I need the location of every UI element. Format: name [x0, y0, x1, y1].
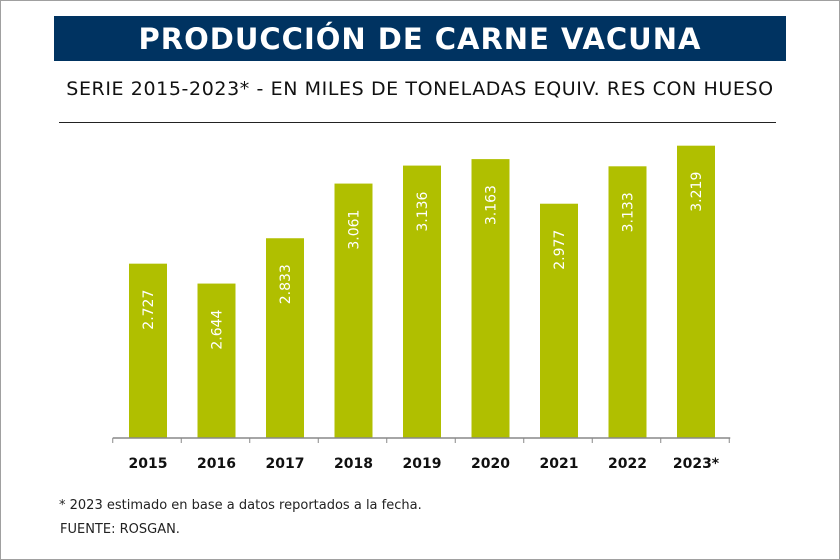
x-tick-label: 2019	[403, 456, 442, 472]
data-label: 3.219	[689, 172, 705, 212]
data-label: 3.163	[484, 185, 500, 225]
bar-2023*	[677, 145, 715, 438]
data-label: 2.977	[552, 230, 568, 270]
x-tick-label: 2015	[129, 456, 168, 472]
x-tick-label: 2022	[608, 456, 647, 472]
bar-2018	[334, 183, 373, 438]
source-note: FUENTE: ROSGAN.	[60, 522, 180, 537]
x-tick-label: 2016	[197, 456, 236, 472]
chart-subtitle: SERIE 2015-2023* - EN MILES DE TONELADAS…	[66, 78, 774, 100]
bar-2016	[197, 283, 236, 438]
data-label: 3.133	[621, 192, 637, 232]
bar-2022	[608, 166, 647, 439]
x-tick-label: 2018	[334, 456, 373, 472]
footnote: * 2023 estimado en base a datos reportad…	[59, 498, 422, 513]
bar-2020	[471, 159, 510, 438]
divider	[59, 122, 776, 123]
x-tick-label: 2020	[471, 456, 510, 472]
bar-2021	[540, 203, 578, 438]
data-label: 3.136	[415, 191, 431, 231]
x-tick-label: 2017	[266, 456, 305, 472]
bar-2015	[129, 263, 167, 438]
data-label: 3.061	[347, 210, 363, 250]
x-tick-label: 2023*	[673, 456, 720, 472]
data-label: 2.833	[278, 264, 294, 304]
bar-2019	[403, 165, 441, 438]
x-tick-label: 2021	[540, 456, 579, 472]
data-label: 2.644	[210, 309, 226, 349]
bar-2017	[266, 238, 304, 438]
data-label: 2.727	[141, 290, 157, 330]
chart-title: PRODUCCIÓN DE CARNE VACUNA	[54, 16, 786, 61]
